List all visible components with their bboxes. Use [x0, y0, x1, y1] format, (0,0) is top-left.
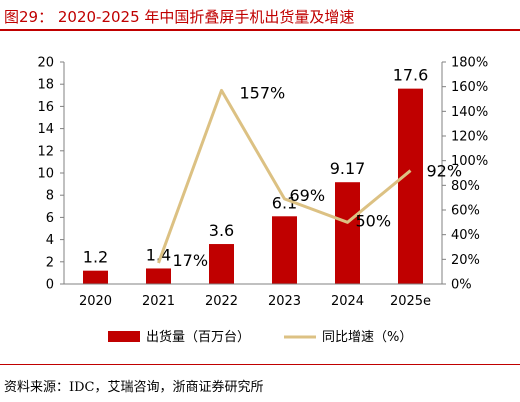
- figure-header: 图29： 2020-2025 年中国折叠屏手机出货量及增速: [0, 0, 520, 31]
- right-tick-label: 140%: [451, 105, 488, 120]
- left-tick-label: 18: [37, 78, 54, 93]
- right-tick-label: 80%: [451, 179, 480, 194]
- right-tick-label: 100%: [451, 154, 488, 169]
- right-tick-label: 180%: [451, 56, 488, 71]
- x-tick-label: 2022: [205, 294, 238, 309]
- chart-legend: 出货量（百万台） 同比增速（%）: [108, 329, 412, 345]
- shipment-data-label: 17.6: [393, 66, 429, 85]
- left-tick-label: 20: [37, 56, 54, 71]
- shipment-data-label: 1.2: [83, 248, 108, 267]
- shipment-data-label: 9.17: [330, 159, 366, 178]
- x-tick-label: 2021: [142, 294, 175, 309]
- title-divider: [0, 29, 520, 31]
- shipment-data-label: 6.1: [272, 193, 297, 212]
- growth-line: 17% 157% 69% 50% 92%: [157, 83, 463, 270]
- right-tick-label: 40%: [451, 228, 480, 243]
- x-tick-label: 2023: [268, 294, 301, 309]
- growth-data-label: 50%: [356, 211, 392, 230]
- left-tick-label: 4: [46, 233, 54, 248]
- left-tick-label: 2: [46, 255, 54, 270]
- shipment-bar: [146, 268, 171, 284]
- right-tick-label: 0%: [451, 278, 472, 293]
- shipment-bar: [335, 182, 360, 284]
- growth-data-label: 157%: [240, 83, 286, 102]
- shipment-bar: [209, 244, 234, 284]
- growth-data-label: 92%: [427, 162, 463, 181]
- left-tick-label: 16: [37, 100, 54, 115]
- right-tick-label: 20%: [451, 253, 480, 268]
- shipment-data-label: 3.6: [209, 221, 234, 240]
- shipment-data-label: 1.4: [146, 245, 171, 264]
- source-divider: [0, 364, 520, 365]
- legend-bar-swatch: [108, 331, 140, 342]
- legend-bar-label: 出货量（百万台）: [146, 329, 250, 345]
- left-axis: 0 2 4 6 8 10 12 14 16 18 20: [37, 56, 65, 293]
- source-note: 资料来源：IDC，艾瑞咨询，浙商证券研究所: [4, 380, 264, 395]
- left-tick-label: 14: [37, 122, 54, 137]
- right-tick-label: 60%: [451, 204, 480, 219]
- growth-series-line: [157, 88, 412, 264]
- right-axis: 0% 20% 40% 60% 80% 100% 120% 140% 160% 180%: [441, 56, 488, 293]
- shipment-bar: [398, 88, 423, 284]
- x-axis: 2020 2021 2022 2023 2024 2025e: [64, 283, 442, 309]
- shipment-bars: 1.2 1.4 3.6 6.1 9.17 17.6: [83, 66, 429, 284]
- left-tick-label: 10: [37, 167, 54, 182]
- figure-title: 图29： 2020-2025 年中国折叠屏手机出货量及增速: [4, 8, 355, 26]
- growth-data-label: 17%: [173, 251, 209, 270]
- x-tick-label: 2020: [79, 294, 112, 309]
- x-tick-label: 2025e: [390, 294, 431, 309]
- left-tick-label: 0: [46, 278, 54, 293]
- right-tick-label: 120%: [451, 130, 488, 145]
- left-tick-label: 6: [46, 211, 54, 226]
- shipment-bar: [83, 270, 108, 284]
- left-tick-label: 12: [37, 144, 54, 159]
- shipment-bar: [272, 216, 297, 284]
- right-tick-label: 160%: [451, 80, 488, 95]
- growth-data-label: 69%: [290, 186, 326, 205]
- shipment-growth-chart: 0 2 4 6 8 10 12 14 16 18 20 0% 20% 40% 60% 80% 100% 120%…: [37, 56, 488, 346]
- legend-line-label: 同比增速（%）: [322, 330, 412, 345]
- left-tick-label: 8: [46, 189, 54, 204]
- x-tick-label: 2024: [331, 294, 364, 309]
